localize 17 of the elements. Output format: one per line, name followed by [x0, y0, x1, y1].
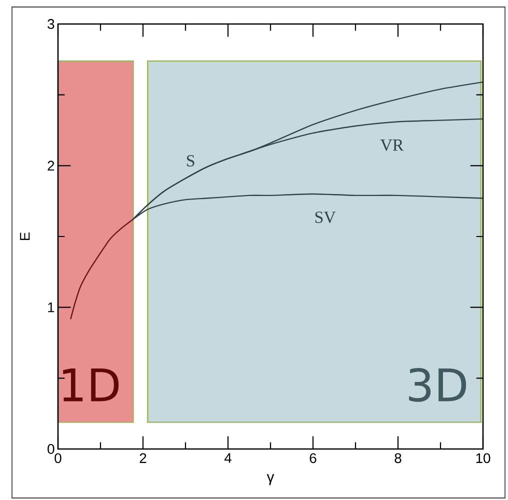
x-axis-title: γ [266, 474, 274, 486]
y-tick-label: 2 [48, 160, 54, 171]
x-tick-label: 10 [476, 453, 490, 464]
series-label: SV [315, 212, 336, 224]
band-label: 3D [409, 368, 466, 402]
y-tick-label: 0 [48, 444, 54, 454]
y-tick-label: 3 [48, 19, 54, 29]
x-tick-label: 4 [224, 453, 232, 463]
x-tick-label: 0 [54, 453, 62, 464]
x-tick-label: 8 [394, 453, 402, 464]
x-tick-label: 6 [310, 453, 316, 464]
y-axis-title: E [20, 232, 30, 240]
series-label: S [187, 155, 194, 167]
y-tick-label: 1 [48, 302, 54, 312]
x-tick-label: 2 [140, 453, 146, 463]
series-label: VR [380, 140, 404, 151]
band-label: 1D [63, 368, 119, 402]
